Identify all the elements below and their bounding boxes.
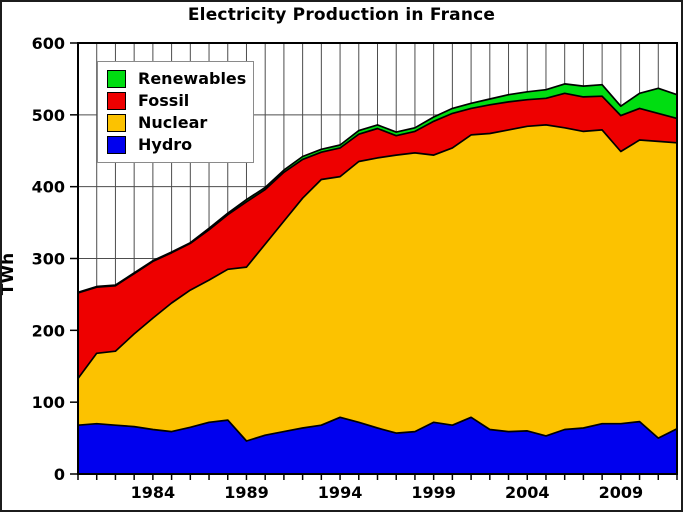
legend-item-fossil: Fossil (107, 90, 245, 112)
chart-title: Electricity Production in France (187, 5, 496, 25)
legend-item-hydro: Hydro (107, 134, 245, 156)
y-axis-label: TWh (0, 252, 18, 296)
legend-swatch-nuclear (107, 114, 126, 132)
legend-label-hydro: Hydro (138, 135, 193, 154)
legend-label-nuclear: Nuclear (138, 113, 208, 132)
legend: Renewables Fossil Nuclear Hydro (97, 61, 254, 163)
svg-text:100: 100 (32, 393, 65, 412)
svg-text:2009: 2009 (599, 483, 644, 502)
svg-text:1984: 1984 (131, 483, 176, 502)
legend-swatch-hydro (107, 136, 126, 154)
svg-text:1989: 1989 (224, 483, 269, 502)
legend-swatch-fossil (107, 92, 126, 110)
svg-text:1994: 1994 (318, 483, 363, 502)
svg-text:600: 600 (32, 34, 65, 53)
svg-text:0: 0 (54, 465, 65, 484)
svg-text:400: 400 (32, 178, 65, 197)
legend-swatch-renewables (107, 70, 126, 88)
svg-text:300: 300 (32, 250, 65, 269)
legend-label-fossil: Fossil (138, 91, 190, 110)
svg-text:200: 200 (32, 321, 65, 340)
svg-text:2004: 2004 (505, 483, 550, 502)
legend-item-nuclear: Nuclear (107, 112, 245, 134)
svg-text:500: 500 (32, 106, 65, 125)
svg-text:1999: 1999 (411, 483, 456, 502)
legend-label-renewables: Renewables (138, 69, 247, 88)
legend-item-renewables: Renewables (107, 68, 247, 90)
